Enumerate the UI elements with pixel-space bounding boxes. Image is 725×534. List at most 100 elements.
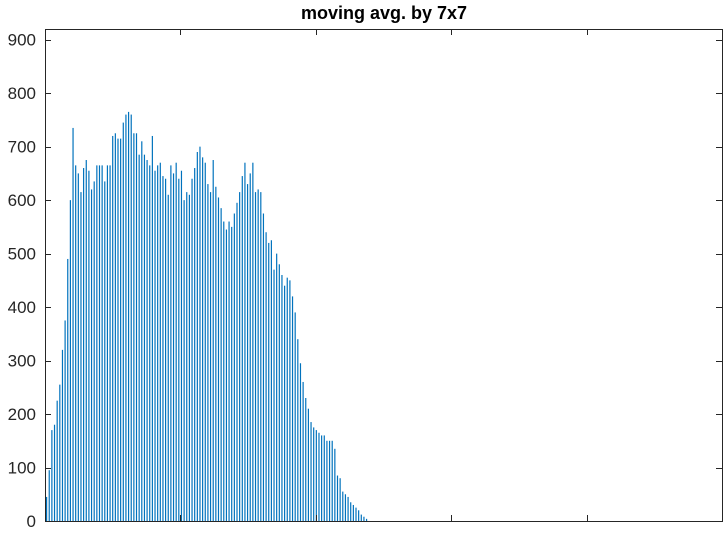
histogram-bar [276, 253, 278, 522]
histogram-bar [260, 192, 262, 522]
histogram-bar [122, 122, 124, 521]
histogram-bar [56, 400, 58, 521]
histogram-bar [297, 339, 299, 521]
histogram-bar [225, 229, 228, 522]
histogram-bar [326, 440, 328, 521]
histogram-bar [178, 178, 180, 522]
histogram-bar [90, 189, 93, 521]
histogram-bar [284, 285, 286, 521]
histogram-bar [262, 213, 265, 521]
histogram-bar [207, 184, 209, 521]
axes-box [45, 29, 723, 522]
histogram-bar [191, 178, 193, 522]
y-tick-label: 600 [8, 191, 36, 210]
histogram-bar [96, 165, 98, 521]
histogram-bar [265, 232, 267, 521]
histogram-bar [328, 440, 331, 521]
histogram-bar [339, 478, 341, 521]
histogram-bar [188, 194, 190, 521]
histogram-bar [358, 510, 360, 521]
histogram-bar [93, 181, 95, 521]
histogram-bar [321, 435, 323, 521]
histogram-bar [172, 173, 175, 521]
histogram-bar [273, 269, 275, 521]
histogram-bar [217, 197, 220, 521]
histogram-bar [72, 127, 74, 522]
histogram-bar [133, 133, 135, 521]
histogram-bar [355, 507, 357, 521]
histogram-bar [186, 192, 188, 522]
histogram-bar [106, 165, 109, 521]
y-tick-label: 400 [8, 298, 36, 317]
histogram-bar [223, 221, 225, 521]
histogram-bar [342, 491, 344, 521]
histogram-bar [278, 264, 280, 521]
histogram-bar [365, 518, 368, 521]
histogram-bar [196, 152, 198, 521]
histogram-bar [347, 496, 349, 521]
histogram-bar [299, 363, 302, 521]
y-tick-label: 0 [27, 512, 36, 531]
histogram-bar [48, 470, 50, 521]
histogram-bar [291, 296, 294, 521]
histogram-bar [101, 165, 103, 521]
y-tick-label: 200 [8, 405, 36, 424]
histogram-bar [117, 138, 119, 521]
y-tick-label: 500 [8, 245, 36, 264]
histogram-bar [286, 277, 288, 521]
histogram-bar [302, 381, 304, 521]
histogram-bar [246, 184, 249, 521]
histogram-bar [363, 516, 365, 521]
histogram-bar [241, 176, 243, 521]
histogram-bar [98, 165, 101, 521]
histogram-bar [257, 189, 259, 521]
axes [45, 29, 723, 522]
y-tick-label: 700 [8, 138, 36, 157]
histogram-bar [334, 448, 336, 521]
histogram-bar [170, 165, 172, 521]
y-tick-label: 100 [8, 459, 36, 478]
histogram-bar [157, 165, 159, 521]
histogram-bar [127, 111, 130, 521]
histogram-bar [239, 192, 241, 522]
histogram-bar [104, 181, 106, 521]
histogram-bar [209, 192, 212, 522]
bar-series [46, 111, 368, 522]
histogram-bar [167, 194, 169, 521]
histogram-bar [112, 135, 114, 521]
histogram-bar [154, 170, 156, 521]
histogram-bar [315, 430, 317, 521]
histogram-bar [67, 258, 69, 521]
histogram-bar [165, 178, 167, 522]
histogram-bar [141, 141, 143, 522]
histogram-bar [254, 192, 257, 522]
histogram-bar [236, 202, 238, 522]
histogram-bar [138, 154, 140, 522]
histogram-bar [323, 435, 325, 521]
histogram-bar [305, 398, 307, 521]
histogram-bar [249, 173, 251, 521]
histogram-bar [69, 200, 71, 521]
histogram-bar [151, 135, 153, 521]
histogram-bar [231, 226, 233, 521]
histogram-bar [183, 200, 185, 521]
histogram-bar [59, 384, 61, 521]
histogram-bar [336, 475, 339, 521]
histogram-bar [146, 160, 148, 521]
histogram-bar [289, 280, 291, 521]
histogram-bar [233, 213, 235, 521]
histogram-bar [294, 312, 296, 521]
histogram-bar [350, 502, 352, 521]
histogram-bar [344, 494, 347, 521]
histogram-bar [202, 157, 204, 521]
histogram-bar [204, 162, 206, 521]
histogram-bar [310, 422, 312, 521]
histogram-bar [125, 114, 127, 521]
histogram-bar [215, 186, 217, 521]
histogram-bar [77, 173, 79, 521]
histogram-bar [159, 162, 161, 521]
histogram-bar [109, 165, 111, 521]
histogram-bar [85, 160, 87, 521]
histogram-bar [130, 114, 132, 521]
